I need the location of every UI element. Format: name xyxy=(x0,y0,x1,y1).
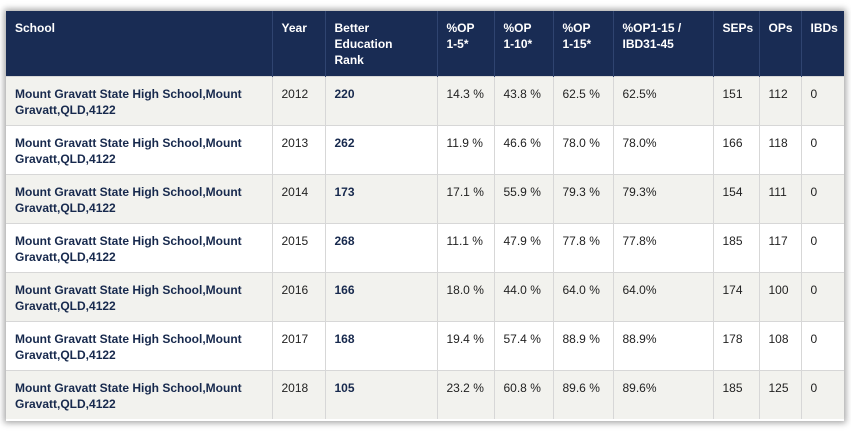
cell-seps: 154 xyxy=(713,173,760,223)
cell-ibds: 0 xyxy=(801,222,844,272)
header-rank: Better Education Rank xyxy=(325,11,438,76)
cell-year: 2014 xyxy=(272,173,326,223)
cell-ops: 117 xyxy=(759,222,802,272)
cell-op-1-15-ibd: 89.6% xyxy=(613,369,714,419)
cell-op-1-5: 11.9 % xyxy=(437,124,495,174)
cell-op-1-10: 43.8 % xyxy=(494,75,554,125)
cell-ibds: 0 xyxy=(801,369,844,419)
cell-rank: 268 xyxy=(325,222,438,272)
cell-ops: 125 xyxy=(759,369,802,419)
cell-op-1-10: 60.8 % xyxy=(494,369,554,419)
table-row: Mount Gravatt State High School,Mount Gr… xyxy=(6,369,844,419)
header-seps: SEPs xyxy=(713,11,760,76)
cell-school: Mount Gravatt State High School,Mount Gr… xyxy=(6,271,273,321)
cell-op-1-15: 88.9 % xyxy=(553,320,614,370)
cell-op-1-15-ibd: 62.5% xyxy=(613,75,714,125)
cell-ibds: 0 xyxy=(801,320,844,370)
cell-year: 2015 xyxy=(272,222,326,272)
cell-op-1-15: 77.8 % xyxy=(553,222,614,272)
cell-year: 2017 xyxy=(272,320,326,370)
table-row: Mount Gravatt State High School,Mount Gr… xyxy=(6,271,844,321)
cell-op-1-15-ibd: 77.8% xyxy=(613,222,714,272)
cell-year: 2013 xyxy=(272,124,326,174)
cell-seps: 151 xyxy=(713,75,760,125)
cell-school: Mount Gravatt State High School,Mount Gr… xyxy=(6,173,273,223)
table-row: Mount Gravatt State High School,Mount Gr… xyxy=(6,222,844,272)
cell-op-1-15-ibd: 64.0% xyxy=(613,271,714,321)
header-op-1-5: %OP 1-5* xyxy=(437,11,495,76)
cell-op-1-10: 47.9 % xyxy=(494,222,554,272)
cell-seps: 178 xyxy=(713,320,760,370)
cell-seps: 185 xyxy=(713,369,760,419)
header-ops: OPs xyxy=(759,11,802,76)
cell-ibds: 0 xyxy=(801,271,844,321)
cell-op-1-5: 17.1 % xyxy=(437,173,495,223)
cell-seps: 174 xyxy=(713,271,760,321)
cell-op-1-15: 64.0 % xyxy=(553,271,614,321)
cell-year: 2018 xyxy=(272,369,326,419)
cell-op-1-15: 78.0 % xyxy=(553,124,614,174)
cell-op-1-15: 62.5 % xyxy=(553,75,614,125)
cell-ops: 118 xyxy=(759,124,802,174)
cell-op-1-5: 11.1 % xyxy=(437,222,495,272)
cell-ops: 111 xyxy=(759,173,802,223)
cell-seps: 185 xyxy=(713,222,760,272)
cell-ibds: 0 xyxy=(801,75,844,125)
cell-op-1-15: 89.6 % xyxy=(553,369,614,419)
cell-op-1-5: 19.4 % xyxy=(437,320,495,370)
cell-ops: 112 xyxy=(759,75,802,125)
cell-op-1-10: 44.0 % xyxy=(494,271,554,321)
header-op-1-15: %OP 1-15* xyxy=(553,11,614,76)
cell-school: Mount Gravatt State High School,Mount Gr… xyxy=(6,320,273,370)
table-row: Mount Gravatt State High School,Mount Gr… xyxy=(6,320,844,370)
cell-school: Mount Gravatt State High School,Mount Gr… xyxy=(6,222,273,272)
cell-ops: 108 xyxy=(759,320,802,370)
results-table-container: School Year Better Education Rank %OP 1-… xyxy=(6,11,844,421)
cell-op-1-15-ibd: 79.3% xyxy=(613,173,714,223)
cell-op-1-10: 57.4 % xyxy=(494,320,554,370)
header-school: School xyxy=(6,11,273,76)
cell-school: Mount Gravatt State High School,Mount Gr… xyxy=(6,369,273,419)
cell-rank: 166 xyxy=(325,271,438,321)
cell-rank: 105 xyxy=(325,369,438,419)
header-op-1-15-ibd: %OP1-15 / IBD31-45 xyxy=(613,11,714,76)
cell-ibds: 0 xyxy=(801,124,844,174)
cell-op-1-5: 14.3 % xyxy=(437,75,495,125)
cell-ibds: 0 xyxy=(801,173,844,223)
cell-ops: 100 xyxy=(759,271,802,321)
header-row: School Year Better Education Rank %OP 1-… xyxy=(6,11,844,76)
cell-op-1-15-ibd: 78.0% xyxy=(613,124,714,174)
cell-rank: 220 xyxy=(325,75,438,125)
table-row: Mount Gravatt State High School,Mount Gr… xyxy=(6,124,844,174)
cell-school: Mount Gravatt State High School,Mount Gr… xyxy=(6,75,273,125)
cell-rank: 168 xyxy=(325,320,438,370)
cell-year: 2016 xyxy=(272,271,326,321)
cell-school: Mount Gravatt State High School,Mount Gr… xyxy=(6,124,273,174)
cell-seps: 166 xyxy=(713,124,760,174)
header-year: Year xyxy=(272,11,326,76)
cell-rank: 262 xyxy=(325,124,438,174)
table-row: Mount Gravatt State High School,Mount Gr… xyxy=(6,173,844,223)
cell-op-1-5: 23.2 % xyxy=(437,369,495,419)
header-op-1-10: %OP 1-10* xyxy=(494,11,554,76)
cell-op-1-15-ibd: 88.9% xyxy=(613,320,714,370)
cell-rank: 173 xyxy=(325,173,438,223)
cell-year: 2012 xyxy=(272,75,326,125)
cell-op-1-10: 46.6 % xyxy=(494,124,554,174)
school-results-table: School Year Better Education Rank %OP 1-… xyxy=(6,11,844,419)
cell-op-1-10: 55.9 % xyxy=(494,173,554,223)
cell-op-1-15: 79.3 % xyxy=(553,173,614,223)
table-row: Mount Gravatt State High School,Mount Gr… xyxy=(6,75,844,125)
header-ibds: IBDs xyxy=(801,11,844,76)
cell-op-1-5: 18.0 % xyxy=(437,271,495,321)
